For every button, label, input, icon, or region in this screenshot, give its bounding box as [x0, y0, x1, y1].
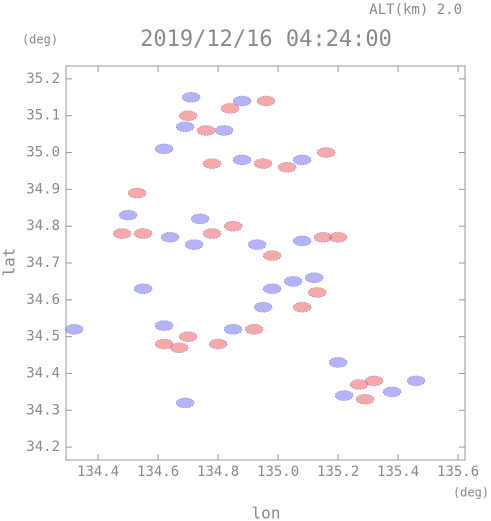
echo: [292, 301, 312, 313]
echo: [328, 357, 348, 368]
echo: [214, 125, 234, 136]
echo: [307, 287, 327, 298]
y-tick-label: 34.2: [26, 439, 60, 455]
x-tick-label: 134.8: [197, 464, 239, 480]
echo: [208, 338, 228, 350]
y-tick-label: 35.0: [26, 145, 60, 161]
echo: [262, 250, 282, 261]
echo: [127, 187, 147, 199]
y-tick-label: 34.4: [26, 365, 60, 381]
echo: [202, 158, 222, 169]
x-unit: (deg): [453, 486, 489, 500]
echo: [178, 331, 198, 342]
echo: [118, 209, 138, 221]
y-tick-label: 34.8: [26, 218, 60, 234]
echo: [253, 158, 273, 169]
echo: [112, 228, 132, 239]
echo: [64, 323, 84, 335]
echo: [382, 386, 402, 398]
echo: [154, 320, 174, 331]
x-tick-label: 134.6: [137, 464, 179, 480]
x-tick-label: 135.0: [257, 464, 299, 480]
echo: [223, 220, 243, 232]
echo: [133, 228, 153, 239]
x-tick-label: 134.4: [77, 464, 119, 480]
echo: [292, 154, 312, 166]
echo: [184, 239, 204, 250]
echo: [355, 393, 375, 405]
echo: [202, 228, 222, 239]
echo: [406, 375, 426, 387]
echo: [364, 375, 384, 387]
echo: [283, 276, 303, 287]
plot-frame: [65, 65, 466, 461]
echo: [253, 301, 273, 313]
echo: [220, 103, 240, 114]
x-axis-label: lon: [252, 504, 281, 521]
echo: [316, 147, 336, 158]
echo: [175, 121, 195, 133]
x-tick-label: 135.4: [377, 464, 419, 480]
x-tick-label: 135.2: [317, 464, 359, 480]
echo: [154, 143, 174, 155]
y-tick-label: 35.1: [26, 108, 60, 124]
echo: [232, 95, 252, 107]
y-tick-label: 34.3: [26, 402, 60, 418]
altitude-label: ALT(km) 2.0: [369, 2, 462, 18]
echo: [256, 95, 276, 107]
y-tick-label: 34.7: [26, 255, 60, 271]
echo: [232, 154, 252, 166]
chart-title: 2019/12/16 04:24:00: [140, 27, 392, 52]
echo: [247, 239, 267, 250]
echo: [196, 125, 216, 136]
y-unit: (deg): [22, 33, 58, 47]
echo: [181, 91, 201, 103]
y-axis-label: lat: [0, 248, 19, 277]
y-tick-label: 35.2: [26, 71, 60, 87]
echo: [334, 390, 354, 401]
echo: [262, 283, 282, 295]
echo: [328, 231, 348, 243]
echo: [244, 323, 264, 335]
echo: [169, 342, 189, 353]
y-tick-label: 34.9: [26, 181, 60, 197]
x-tick-label: 135.6: [437, 464, 479, 480]
echo: [133, 283, 153, 295]
y-tick-label: 34.5: [26, 329, 60, 345]
echo: [190, 213, 210, 225]
y-tick-label: 34.6: [26, 292, 60, 308]
echo: [277, 161, 297, 173]
echo: [178, 110, 198, 122]
echo: [160, 231, 180, 243]
echo: [175, 397, 195, 409]
echo: [304, 272, 324, 284]
echo: [292, 235, 312, 247]
echo: [223, 323, 243, 335]
